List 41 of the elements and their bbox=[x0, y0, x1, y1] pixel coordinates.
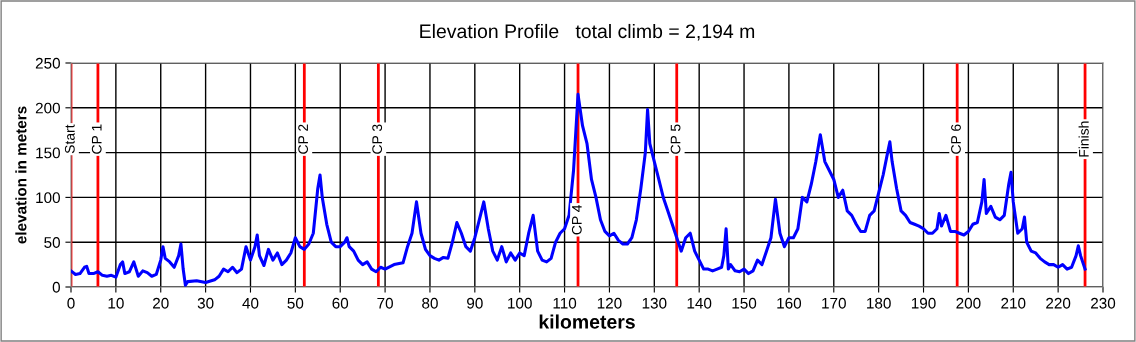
ref-line-label: CP 6 bbox=[951, 124, 961, 154]
x-tick-label: 120 bbox=[597, 297, 622, 309]
x-tick-label: 90 bbox=[467, 297, 483, 309]
ref-line-label: Start bbox=[64, 124, 75, 154]
x-tick-label: 180 bbox=[867, 297, 891, 309]
ref-line-label: CP 5 bbox=[670, 124, 681, 154]
x-tick-label: 30 bbox=[197, 297, 214, 309]
ref-line-label: CP 3 bbox=[372, 124, 383, 154]
x-tick-label: 200 bbox=[956, 297, 981, 309]
ref-line-label: CP 1 bbox=[91, 124, 102, 154]
x-tick-label: 50 bbox=[287, 297, 304, 309]
x-tick-label: 40 bbox=[242, 297, 259, 309]
x-tick-label: 80 bbox=[422, 297, 438, 309]
x-tick-label: 150 bbox=[732, 297, 757, 309]
x-tick-label: 190 bbox=[911, 297, 936, 309]
y-tick-label: 150 bbox=[36, 147, 60, 159]
x-axis-title: kilometers bbox=[539, 314, 635, 329]
x-tick-label: 130 bbox=[642, 297, 667, 309]
x-tick-label: 230 bbox=[1091, 297, 1116, 309]
x-tick-label: 210 bbox=[1001, 297, 1026, 309]
y-tick-label: 100 bbox=[36, 192, 60, 204]
x-tick-label: 160 bbox=[777, 297, 802, 309]
ref-line-label: Finish bbox=[1078, 121, 1089, 157]
y-axis-title: elevation in meters bbox=[15, 106, 27, 244]
x-tick-label: 70 bbox=[377, 297, 393, 309]
x-tick-label: 110 bbox=[553, 297, 577, 309]
y-tick-label: 50 bbox=[44, 237, 60, 248]
x-tick-label: 60 bbox=[332, 297, 349, 309]
x-tick-label: 170 bbox=[822, 297, 846, 309]
y-tick-label: 200 bbox=[35, 102, 60, 114]
y-tick-label: 250 bbox=[35, 57, 60, 69]
x-tick-label: 220 bbox=[1046, 297, 1071, 309]
ref-line-label: CP 2 bbox=[298, 124, 309, 154]
x-tick-label: 10 bbox=[108, 297, 124, 309]
y-tick-label: 0 bbox=[52, 281, 60, 293]
ref-line-label: CP 4 bbox=[571, 204, 582, 235]
x-tick-label: 100 bbox=[508, 297, 532, 309]
x-tick-label: 0 bbox=[67, 297, 75, 309]
x-tick-label: 140 bbox=[687, 297, 712, 309]
x-tick-label: 20 bbox=[153, 297, 169, 309]
chart-title: Elevation Profile total climb = 2,194 m bbox=[420, 23, 755, 41]
